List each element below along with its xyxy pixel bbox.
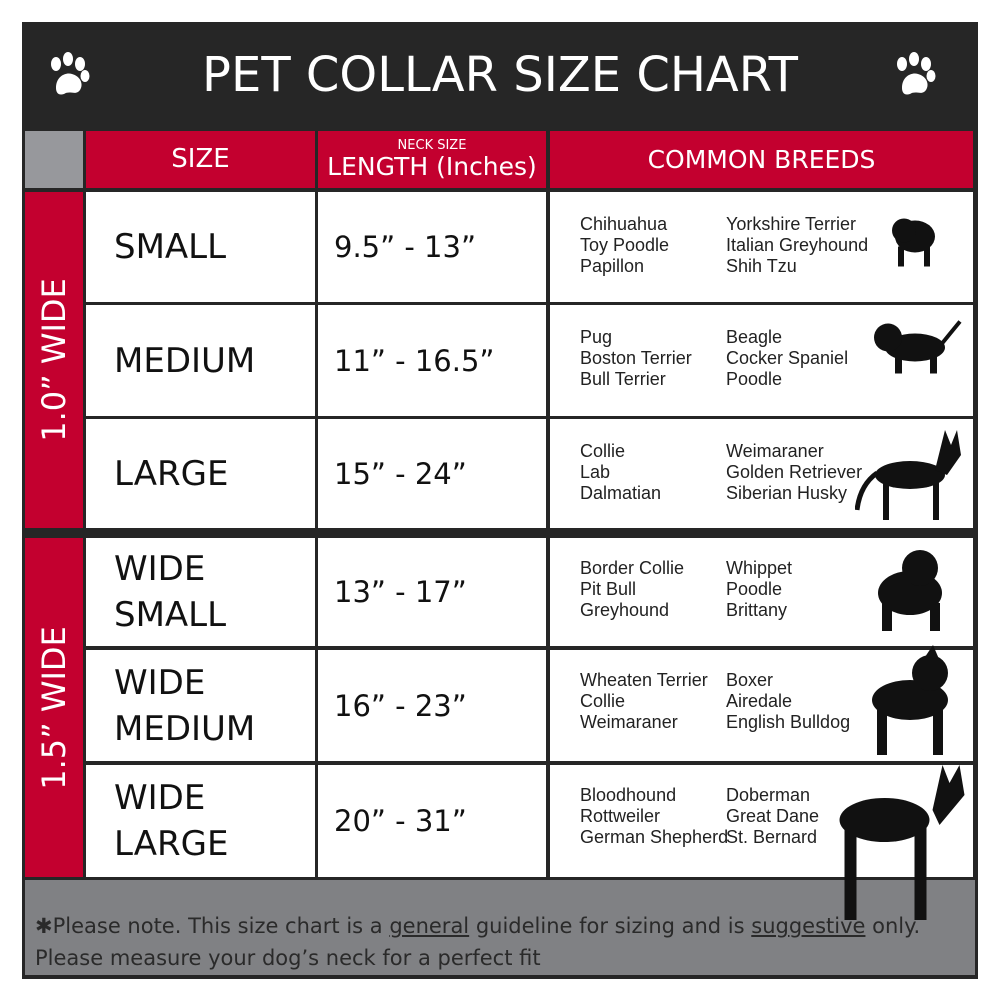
- header-breeds: COMMON BREEDS: [550, 131, 973, 188]
- breed-name: Siberian Husky: [726, 483, 848, 503]
- dog-silhouette-icon: [878, 550, 942, 631]
- breed-name: Boxer: [726, 670, 774, 690]
- size-label: WIDE MEDIUM: [114, 662, 256, 749]
- size-cell: MEDIUM: [86, 305, 315, 416]
- breed-name: Boston Terrier: [580, 348, 692, 368]
- breed-name: Bloodhound: [580, 785, 677, 805]
- breed-name: Lab: [580, 462, 611, 482]
- breed-name: Weimaraner: [580, 712, 678, 732]
- breed-name: St. Bernard: [726, 827, 818, 847]
- breed-name: Chihuahua: [580, 214, 668, 234]
- dog-silhouette-icon: [855, 430, 961, 520]
- header-length-label: LENGTH (Inches): [327, 152, 537, 181]
- group-label-1-5in: 1.5” WIDE: [25, 538, 83, 877]
- breed-name: Poodle: [726, 369, 783, 389]
- breed-name: German Shepherd: [580, 827, 729, 847]
- corner-cell: [25, 131, 83, 188]
- length-cell: 13” - 17”: [318, 538, 546, 646]
- breed-name: Italian Greyhound: [726, 235, 869, 255]
- size-label: LARGE: [114, 453, 229, 494]
- dog-silhouette-icon: [839, 765, 965, 920]
- group-label-1in: 1.0” WIDE: [25, 192, 83, 528]
- breed-name: Yorkshire Terrier: [726, 214, 857, 234]
- length-cell: 11” - 16.5”: [318, 305, 546, 416]
- length-cell: 16” - 23”: [318, 650, 546, 761]
- breed-name: Toy Poodle: [580, 235, 670, 255]
- breed-name: Wheaten Terrier: [580, 670, 708, 690]
- length-value: 16” - 23”: [334, 688, 467, 723]
- breed-name: Rottweiler: [580, 806, 661, 826]
- breed-name: English Bulldog: [726, 712, 851, 732]
- paw-icon: [897, 52, 936, 95]
- breed-name: Shih Tzu: [726, 256, 797, 276]
- breed-name: Doberman: [726, 785, 811, 805]
- size-cell: WIDE SMALL: [86, 538, 315, 646]
- breed-name: Brittany: [726, 600, 788, 620]
- breed-name: Beagle: [726, 327, 783, 347]
- breed-name: Great Dane: [726, 806, 820, 826]
- breed-name: Poodle: [726, 579, 783, 599]
- breed-name: Cocker Spaniel: [726, 348, 849, 368]
- breed-name: Greyhound: [580, 600, 670, 620]
- header-length: NECK SIZE LENGTH (Inches): [318, 131, 546, 188]
- breed-name: Golden Retriever: [726, 462, 863, 482]
- length-value: 9.5” - 13”: [334, 230, 476, 264]
- breed-name: Collie: [580, 691, 626, 711]
- size-cell: WIDE MEDIUM: [86, 650, 315, 761]
- breed-name: Border Collie: [580, 558, 685, 578]
- footer-note: ✱Please note. This size chart is a gener…: [25, 880, 975, 975]
- length-value: 11” - 16.5”: [334, 343, 495, 378]
- breed-name: Papillon: [580, 256, 645, 276]
- paw-icon: [51, 52, 90, 95]
- dog-silhouette-icon: [874, 320, 962, 374]
- breed-name: Pit Bull: [580, 579, 637, 599]
- breed-name: Pug: [580, 327, 613, 347]
- header-size: SIZE: [86, 131, 315, 188]
- size-label: SMALL: [114, 227, 227, 267]
- size-label: WIDE SMALL: [114, 549, 227, 635]
- length-cell: 9.5” - 13”: [318, 192, 546, 302]
- length-value: 13” - 17”: [334, 575, 467, 609]
- breed-name: Dalmatian: [580, 483, 662, 503]
- size-label: MEDIUM: [114, 340, 256, 381]
- length-value: 20” - 31”: [334, 804, 467, 838]
- breed-name: Whippet: [726, 558, 793, 578]
- breed-name: Collie: [580, 441, 626, 461]
- breed-name: Airedale: [726, 691, 793, 711]
- breed-name: Weimaraner: [726, 441, 824, 461]
- breeds-cell: Pug Boston Terrier Bull Terrier Beagle Cock…: [550, 305, 973, 416]
- length-value: 15” - 24”: [334, 456, 467, 491]
- breeds-cell: Collie Lab Dalmatian Weimaraner Golden Retr…: [550, 419, 973, 528]
- length-cell: 15” - 24”: [318, 419, 546, 528]
- length-cell: 20” - 31”: [318, 765, 546, 877]
- size-label: WIDE LARGE: [114, 778, 229, 864]
- dog-silhouette-icon: [872, 645, 948, 755]
- size-cell: WIDE LARGE: [86, 765, 315, 877]
- header-neck-size: NECK SIZE: [397, 138, 467, 153]
- page-title: PET COLLAR SIZE CHART: [202, 47, 798, 103]
- breed-name: Bull Terrier: [580, 369, 666, 389]
- dog-silhouette-icon: [892, 218, 935, 267]
- size-cell: SMALL: [86, 192, 315, 302]
- size-cell: LARGE: [86, 419, 315, 528]
